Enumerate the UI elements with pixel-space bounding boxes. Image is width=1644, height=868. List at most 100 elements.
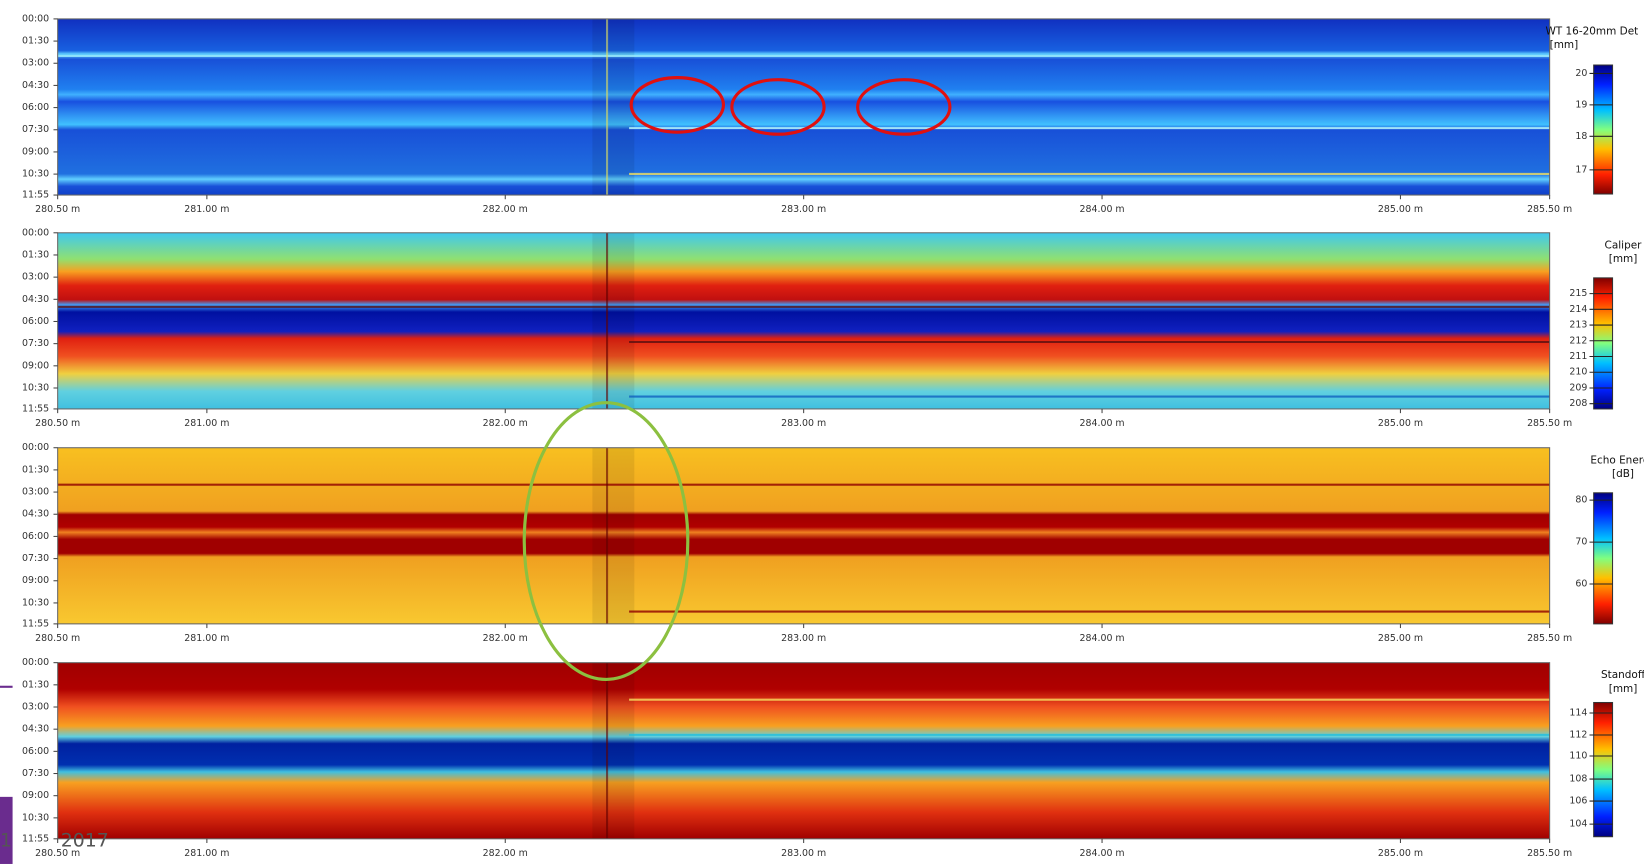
x-tick-label: 282.00 m (483, 848, 528, 859)
x-tick-label: 280.50 m (35, 204, 80, 215)
colorbar-tick-label: 211 (1569, 351, 1587, 362)
y-tick-label: 09:00 (22, 790, 49, 801)
y-tick-label: 11:55 (22, 618, 49, 629)
y-tick-label: 06:00 (22, 102, 49, 113)
page: {"time_labels": ["00:00", "01:30", "03:0… (0, 0, 1644, 864)
x-tick-label: 280.50 m (35, 633, 80, 644)
x-tick-label: 285.00 m (1378, 418, 1423, 429)
y-tick-label: 09:00 (22, 575, 49, 586)
y-tick-label: 09:00 (22, 146, 49, 157)
colorbar-tick-label: 209 (1569, 382, 1587, 393)
x-tick-label: 285.50 m (1527, 204, 1572, 215)
y-tick-label: 11:55 (22, 833, 49, 844)
y-tick-label: 00:00 (22, 227, 49, 238)
colorbar-unit: [mm] (1550, 39, 1579, 51)
x-tick-label: 283.00 m (781, 633, 826, 644)
colorbar-tick-label: 60 (1575, 579, 1587, 590)
log-image (58, 448, 1550, 624)
colorbar-tick-label: 215 (1569, 288, 1587, 299)
colorbar-tick-label: 80 (1575, 495, 1587, 506)
y-tick-label: 01:30 (22, 464, 49, 475)
y-tick-label: 06:00 (22, 746, 49, 757)
x-tick-label: 281.00 m (184, 848, 229, 859)
y-tick-label: 04:30 (22, 509, 49, 520)
colorbar-title: Standoff (1601, 669, 1644, 681)
y-tick-label: 03:00 (22, 487, 49, 498)
y-tick-label: 10:30 (22, 812, 49, 823)
footer-year: 2017 (61, 829, 109, 851)
x-tick-label: 285.00 m (1378, 204, 1423, 215)
colorbar-title: Caliper (1605, 239, 1643, 251)
x-tick-label: 282.00 m (483, 633, 528, 644)
colorbar-tick-label: 112 (1569, 730, 1587, 741)
footer-page: 1 (0, 829, 12, 851)
y-tick-label: 07:30 (22, 768, 49, 779)
y-tick-label: 04:30 (22, 80, 49, 91)
colorbar (1594, 278, 1613, 409)
y-tick-label: 03:00 (22, 702, 49, 713)
x-tick-label: 283.00 m (781, 848, 826, 859)
y-tick-label: 07:30 (22, 124, 49, 135)
colorbar-tick-label: 208 (1569, 398, 1587, 409)
y-tick-label: 04:30 (22, 294, 49, 305)
colorbar-tick-label: 212 (1569, 335, 1587, 346)
y-tick-label: 01:30 (22, 36, 49, 47)
colorbar-tick-label: 104 (1569, 819, 1587, 830)
colorbar (1594, 65, 1613, 194)
y-tick-label: 03:00 (22, 272, 49, 283)
x-tick-label: 284.00 m (1079, 204, 1124, 215)
colorbar (1594, 493, 1613, 624)
y-tick-label: 00:00 (22, 442, 49, 453)
x-tick-label: 280.50 m (35, 418, 80, 429)
colorbar-tick-label: 70 (1575, 537, 1587, 548)
x-tick-label: 285.00 m (1378, 848, 1423, 859)
colorbar-tick-label: 17 (1575, 164, 1587, 175)
y-tick-label: 07:30 (22, 553, 49, 564)
y-tick-label: 10:30 (22, 597, 49, 608)
x-tick-label: 282.00 m (483, 204, 528, 215)
x-tick-label: 285.50 m (1527, 418, 1572, 429)
x-tick-label: 283.00 m (781, 418, 826, 429)
x-tick-label: 284.00 m (1079, 418, 1124, 429)
x-tick-label: 284.00 m (1079, 633, 1124, 644)
y-tick-label: 06:00 (22, 316, 49, 327)
colorbar-unit: [dB] (1612, 468, 1634, 480)
image-shade (592, 19, 634, 195)
log-images: 00:00 01:30 03:00 04:30 06:00 07:30 09:00 10:30… (0, 0, 1644, 864)
x-tick-label: 281.00 m (184, 633, 229, 644)
x-tick-label: 285.00 m (1378, 633, 1423, 644)
x-tick-label: 284.00 m (1079, 848, 1124, 859)
image-shade (592, 663, 634, 839)
y-tick-label: 07:30 (22, 338, 49, 349)
colorbar-tick-label: 106 (1569, 796, 1587, 807)
colorbar (1594, 703, 1613, 837)
log-image (58, 663, 1550, 839)
y-tick-label: 00:00 (22, 657, 49, 668)
x-tick-label: 281.00 m (184, 418, 229, 429)
colorbar-title: Echo Energy (1590, 454, 1644, 466)
colorbar-tick-label: 213 (1569, 320, 1587, 331)
y-tick-label: 01:30 (22, 679, 49, 690)
colorbar-tick-label: 110 (1569, 750, 1587, 761)
colorbar-tick-label: 18 (1575, 131, 1587, 142)
y-tick-label: 09:00 (22, 360, 49, 371)
image-shade (592, 233, 634, 409)
y-tick-label: 00:00 (22, 13, 49, 24)
log-image (58, 19, 1550, 195)
colorbar-tick-label: 20 (1575, 68, 1587, 79)
y-tick-label: 10:30 (22, 382, 49, 393)
x-tick-label: 285.50 m (1527, 848, 1572, 859)
y-tick-label: 03:00 (22, 58, 49, 69)
x-tick-label: 282.00 m (483, 418, 528, 429)
colorbar-tick-label: 114 (1569, 707, 1587, 718)
colorbar-title: WT 16-20mm Det (1545, 25, 1638, 37)
y-tick-label: 01:30 (22, 249, 49, 260)
colorbar-tick-label: 108 (1569, 774, 1587, 785)
y-tick-label: 11:55 (22, 403, 49, 414)
colorbar-tick-label: 210 (1569, 367, 1587, 378)
y-tick-label: 06:00 (22, 531, 49, 542)
image-shade (592, 448, 634, 624)
colorbar-unit: [mm] (1609, 683, 1638, 695)
y-tick-label: 11:55 (22, 190, 49, 201)
colorbar-tick-label: 19 (1575, 99, 1587, 110)
